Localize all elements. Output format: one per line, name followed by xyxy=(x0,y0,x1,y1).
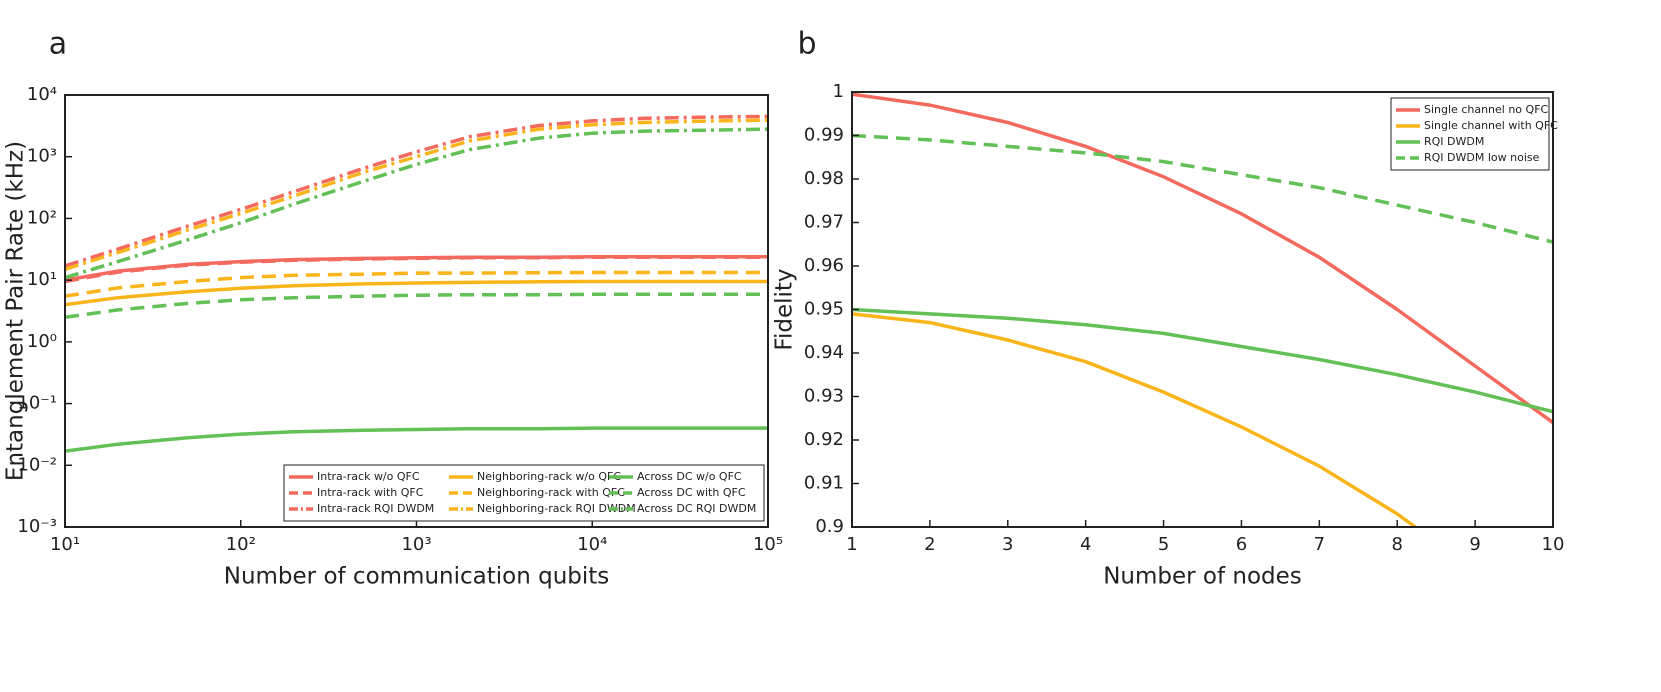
x-tick-label: 8 xyxy=(1391,534,1402,555)
legend-label: RQI DWDM xyxy=(1424,135,1484,148)
series-line xyxy=(852,92,1553,425)
x-tick-label: 10³ xyxy=(401,534,431,555)
y-tick-label: 0.9 xyxy=(815,516,844,537)
legend-label: Single channel no QFC xyxy=(1424,103,1549,116)
series-line xyxy=(65,118,768,271)
series-line xyxy=(852,133,1553,244)
x-tick-label: 10² xyxy=(226,534,256,555)
legend-label: Neighboring-rack RQI DWDM xyxy=(477,502,636,515)
y-tick-label: 0.92 xyxy=(804,429,844,450)
y-tick-label: 10⁻¹ xyxy=(17,393,57,414)
legend-label: Intra-rack with QFC xyxy=(317,486,424,499)
y-tick-label: 10³ xyxy=(27,146,57,167)
legend-label: Neighboring-rack with QFC xyxy=(477,486,625,499)
y-tick-label: 10¹ xyxy=(27,269,57,290)
plot-area xyxy=(65,95,768,527)
y-axis-label: Entanglement Pair Rate (kHz) xyxy=(3,141,29,481)
y-tick-label: 10⁰ xyxy=(27,331,57,352)
y-axis-label: Fidelity xyxy=(772,268,798,350)
x-tick-label: 10 xyxy=(1542,534,1565,555)
series-line xyxy=(65,292,768,320)
legend-label: Across DC w/o QFC xyxy=(637,470,742,483)
x-tick-label: 3 xyxy=(1002,534,1013,555)
series-line xyxy=(65,255,768,284)
series-line xyxy=(852,307,1553,414)
legend-label: Across DC with QFC xyxy=(637,486,746,499)
x-tick-label: 4 xyxy=(1080,534,1091,555)
series-line xyxy=(65,114,768,268)
series-line xyxy=(65,127,768,280)
y-tick-label: 0.98 xyxy=(804,168,844,189)
x-tick-label: 10⁵ xyxy=(753,534,783,555)
legend-label: RQI DWDM low noise xyxy=(1424,151,1540,164)
y-tick-label: 0.95 xyxy=(804,299,844,320)
x-tick-label: 6 xyxy=(1236,534,1247,555)
legend-label: Intra-rack RQI DWDM xyxy=(317,502,434,515)
series-line xyxy=(65,279,768,307)
y-tick-label: 0.91 xyxy=(804,473,844,494)
y-tick-label: 10⁴ xyxy=(27,84,57,105)
legend-label: Across DC RQI DWDM xyxy=(637,502,756,515)
legend-label: Intra-rack w/o QFC xyxy=(317,470,420,483)
x-tick-label: 10⁴ xyxy=(577,534,607,555)
y-tick-label: 10⁻³ xyxy=(17,516,57,537)
legend-label: Neighboring-rack w/o QFC xyxy=(477,470,621,483)
x-tick-label: 2 xyxy=(924,534,935,555)
x-tick-label: 10¹ xyxy=(50,534,80,555)
x-tick-label: 1 xyxy=(846,534,857,555)
y-tick-label: 0.93 xyxy=(804,386,844,407)
y-tick-label: 10² xyxy=(27,207,57,228)
series-line xyxy=(65,426,768,453)
y-tick-label: 0.99 xyxy=(804,125,844,146)
series-line xyxy=(852,312,1419,527)
plot-lines xyxy=(852,92,1553,527)
series-line xyxy=(65,270,768,298)
x-tick-label: 9 xyxy=(1469,534,1480,555)
x-axis-label: Number of nodes xyxy=(1103,564,1302,590)
y-tick-label: 10⁻² xyxy=(17,454,57,475)
panel-label: a xyxy=(49,27,67,62)
legend-box xyxy=(283,464,765,522)
y-tick-label: 0.96 xyxy=(804,255,844,276)
plot-lines xyxy=(65,114,768,453)
y-tick-label: 0.97 xyxy=(804,212,844,233)
y-tick-label: 0.94 xyxy=(804,342,844,363)
x-axis-label: Number of communication qubits xyxy=(224,564,610,590)
x-tick-label: 5 xyxy=(1158,534,1169,555)
legend-label: Single channel with QFC xyxy=(1424,119,1558,132)
x-tick-label: 7 xyxy=(1314,534,1325,555)
y-tick-label: 1 xyxy=(833,81,844,102)
panel-label: b xyxy=(797,27,816,62)
